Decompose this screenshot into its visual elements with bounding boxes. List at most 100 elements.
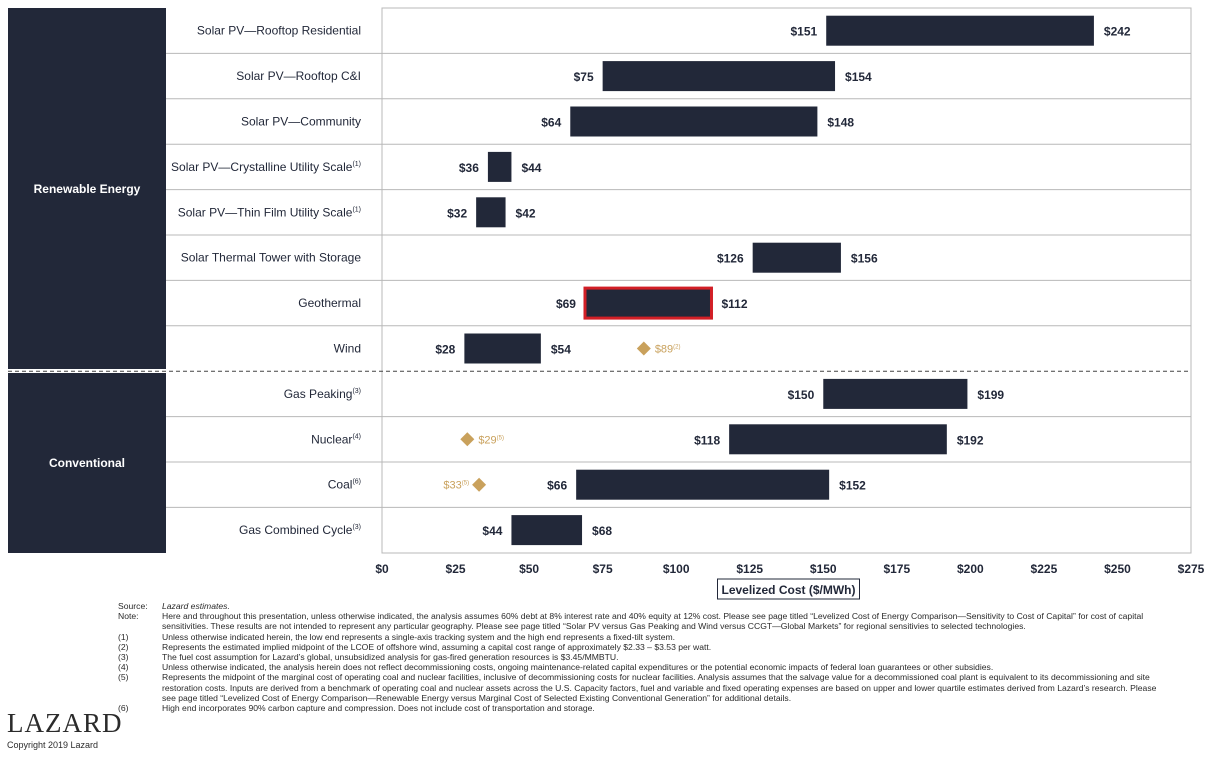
range-bar — [570, 106, 818, 137]
marker-label: $33(5) — [443, 480, 469, 492]
marker-footnote-ref: (5) — [497, 435, 504, 441]
footnote-key: (5) — [118, 672, 129, 683]
range-bar — [752, 242, 841, 273]
range-bar — [511, 515, 583, 546]
category-label: Solar PV—Rooftop Residential — [197, 24, 361, 38]
bar-high-label: $112 — [721, 297, 747, 311]
range-bar — [576, 469, 830, 500]
x-tick-label: $100 — [663, 562, 690, 576]
x-axis-title-box — [717, 578, 860, 600]
x-tick-label: $175 — [883, 562, 910, 576]
group-label: Renewable Energy — [33, 181, 141, 196]
footnote-key: (1) — [118, 631, 129, 642]
footnote-key: (2) — [118, 641, 129, 652]
bar-high-label: $42 — [516, 206, 536, 220]
footnote-3: (3) The fuel cost assumption for Lazard’s… — [118, 652, 1163, 662]
marker-footnote-ref: (5) — [462, 481, 469, 487]
category-footnote-ref: (1) — [352, 206, 361, 213]
range-bar — [487, 151, 512, 182]
bar-high-label: $199 — [977, 388, 1004, 402]
marker-label: $29(5) — [478, 434, 504, 446]
lazard-logo: LAZARD — [7, 708, 123, 738]
bar-low-label: $28 — [435, 343, 455, 357]
bar-high-label: $192 — [957, 433, 984, 447]
range-bar — [476, 197, 506, 228]
bar-low-label: $150 — [788, 388, 815, 402]
note-key: Note: — [118, 611, 139, 622]
category-label: Solar PV—Crystalline Utility Scale(1) — [171, 160, 361, 174]
range-bar-highlighted — [583, 286, 713, 320]
lcoe-range-chart: Solar PV—Rooftop Residential $151 $242 Sola… — [8, 7, 1205, 600]
category-footnote-ref: (1) — [352, 161, 361, 168]
midpoint-marker — [472, 477, 487, 492]
bar-high-label: $54 — [551, 343, 571, 357]
category-footnote-ref: (3) — [352, 388, 361, 395]
footnote-text: The fuel cost assumption for Lazard’s gl… — [162, 652, 619, 663]
category-label: Geothermal — [298, 296, 361, 310]
category-label: Solar PV—Thin Film Utility Scale(1) — [178, 205, 361, 219]
x-tick-label: $50 — [519, 562, 539, 576]
marker-label: $89(2) — [655, 344, 681, 356]
bar-low-label: $44 — [482, 524, 502, 538]
x-tick-label: $225 — [1031, 562, 1058, 576]
bar-low-label: $36 — [459, 161, 479, 175]
bar-low-label: $69 — [556, 297, 576, 311]
bar-low-label: $32 — [447, 206, 467, 220]
range-bar — [729, 424, 947, 455]
category-label: Solar PV—Rooftop C&I — [236, 69, 361, 83]
footnote-4: (4) Unless otherwise indicated, the analy… — [118, 662, 1163, 672]
note-row: Note: Here and throughout this presentat… — [118, 611, 1163, 631]
footnote-text: High end incorporates 90% carbon capture… — [162, 703, 595, 714]
category-footnote-ref: (3) — [352, 524, 361, 531]
bar-high-label: $68 — [592, 524, 612, 538]
footnote-key: (6) — [118, 703, 129, 714]
bar-high-label: $154 — [845, 70, 872, 84]
category-label: Solar Thermal Tower with Storage — [181, 251, 362, 265]
range-bar — [826, 15, 1094, 46]
range-bar — [823, 378, 968, 409]
x-axis-title: Levelized Cost ($/MWh) — [721, 583, 855, 597]
x-tick-label: $0 — [375, 562, 389, 576]
footnote-6: (6) High end incorporates 90% carbon capt… — [118, 703, 1163, 713]
footnotes: Source: Lazard estimates. Note: Here and… — [118, 601, 1163, 713]
bar-low-label: $66 — [547, 479, 567, 493]
midpoint-marker — [636, 341, 651, 356]
footnote-5: (5) Represents the midpoint of the margin… — [118, 672, 1163, 703]
bar-low-label: $126 — [717, 252, 744, 266]
footnote-key: (3) — [118, 652, 129, 663]
group-label: Conventional — [48, 456, 125, 470]
category-label: Gas Peaking(3) — [284, 387, 361, 401]
footnote-text: Unless otherwise indicated herein, the l… — [162, 631, 676, 642]
footnote-text: Represents the estimated implied midpoin… — [162, 641, 712, 652]
group-renewable-energy: Renewable Energy — [8, 8, 166, 369]
x-tick-label: $125 — [736, 562, 763, 576]
category-label: Coal(6) — [328, 478, 361, 492]
x-tick-label: $25 — [446, 562, 466, 576]
x-tick-label: $250 — [1104, 562, 1131, 576]
bar-high-label: $156 — [851, 252, 878, 266]
bar-high-label: $44 — [521, 161, 541, 175]
footnote-text: Represents the midpoint of the marginal … — [162, 672, 1157, 703]
copyright-text: Copyright 2019 Lazard — [7, 740, 99, 750]
source-row: Source: Lazard estimates. — [118, 601, 1163, 611]
x-tick-label: $75 — [593, 562, 613, 576]
category-footnote-ref: (4) — [352, 433, 361, 440]
category-label: Wind — [334, 342, 361, 356]
midpoint-marker — [460, 432, 475, 447]
category-footnote-ref: (6) — [352, 479, 361, 486]
group-conventional: Conventional — [8, 373, 166, 553]
bar-low-label: $75 — [574, 70, 594, 84]
x-tick-label: $150 — [810, 562, 837, 576]
bar-low-label: $64 — [541, 116, 561, 130]
range-bar — [464, 333, 541, 364]
category-label: Nuclear(4) — [311, 432, 361, 446]
bar-low-label: $151 — [791, 25, 818, 39]
bar-high-label: $242 — [1104, 25, 1131, 39]
source-text: Lazard estimates. — [162, 601, 230, 611]
marker-footnote-ref: (2) — [673, 345, 680, 351]
footnote-1: (1) Unless otherwise indicated herein, th… — [118, 632, 1163, 642]
x-tick-label: $275 — [1178, 562, 1205, 576]
bar-high-label: $148 — [827, 116, 854, 130]
footnote-key: (4) — [118, 662, 129, 673]
bar-low-label: $118 — [694, 433, 720, 447]
